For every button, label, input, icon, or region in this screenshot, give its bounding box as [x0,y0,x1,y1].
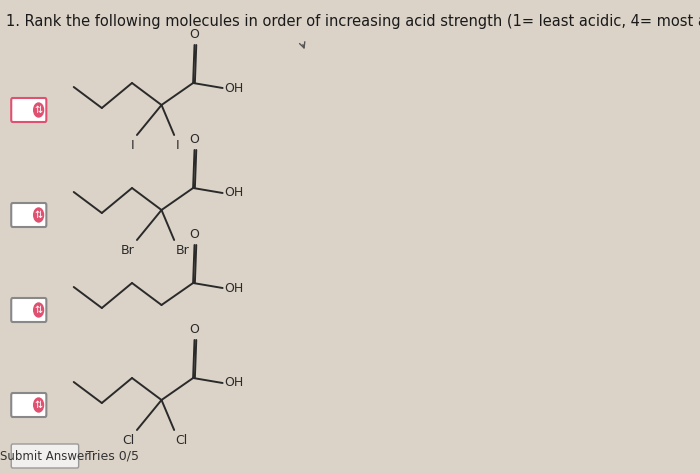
FancyBboxPatch shape [11,98,46,122]
Text: Br: Br [176,244,189,257]
Text: ⇅: ⇅ [34,400,43,410]
Text: O: O [190,28,200,41]
FancyBboxPatch shape [11,298,46,322]
Text: I: I [176,139,179,152]
Text: O: O [190,323,200,336]
Circle shape [34,103,43,117]
Text: Cl: Cl [122,434,134,447]
Text: OH: OH [225,376,244,390]
Text: Cl: Cl [176,434,188,447]
Text: I: I [130,139,134,152]
FancyBboxPatch shape [11,203,46,227]
Circle shape [34,303,43,317]
FancyBboxPatch shape [11,444,78,468]
Circle shape [34,398,43,412]
Text: Br: Br [120,244,134,257]
Text: O: O [190,133,200,146]
Text: ⇅: ⇅ [34,105,43,115]
Text: Submit Answer: Submit Answer [0,449,90,463]
Text: ⇅: ⇅ [34,305,43,315]
Text: OH: OH [225,186,244,200]
Text: Tries 0/5: Tries 0/5 [85,449,139,463]
Circle shape [34,208,43,222]
Text: 1. Rank the following molecules in order of increasing acid strength (1= least a: 1. Rank the following molecules in order… [6,14,700,29]
Text: OH: OH [225,282,244,294]
Text: ⇅: ⇅ [34,210,43,220]
FancyBboxPatch shape [11,393,46,417]
Text: O: O [190,228,200,241]
Text: OH: OH [225,82,244,94]
